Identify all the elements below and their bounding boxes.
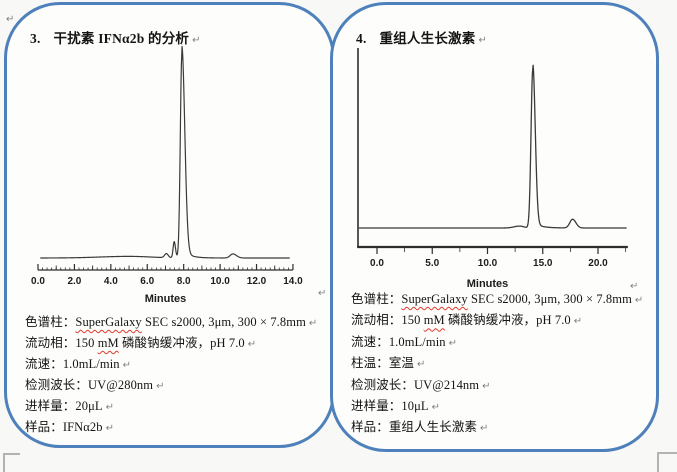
paragraph-mark: ↵ (122, 360, 132, 371)
paragraph-mark: ↵ (480, 423, 489, 435)
spec-value: UV@280nm (88, 378, 154, 392)
svg-text:0.0: 0.0 (370, 258, 384, 269)
spec-value: 1.0mL/min (388, 334, 446, 349)
panel-rhgh: 4. 重组人生长激素 ↵ 0.0 5.0 10.0 15.0 20.0 Minutes ↵ 色… (330, 2, 659, 452)
paragraph-mark: ↵ (308, 318, 318, 329)
spec-line[interactable]: 柱温：室温 ↵ (351, 352, 426, 371)
paragraph-mark: ↵ (192, 35, 201, 46)
svg-text:4.0: 4.0 (104, 276, 118, 287)
spec-value: mM (97, 336, 119, 350)
paragraph-mark: ↵ (247, 339, 257, 350)
spec-label: 检测波长： (351, 377, 415, 392)
paragraph-mark: ↵ (431, 402, 441, 413)
spec-label: 色谱柱： (25, 315, 76, 329)
spec-line[interactable]: 检测波长：UV@280nm ↵ (25, 374, 165, 393)
spec-line[interactable]: 流速：1.0mL/min ↵ (351, 331, 457, 350)
spec-label: 色谱柱： (351, 292, 402, 306)
spec-label: 柱温： (351, 356, 389, 371)
paragraph-mark: ↵ (634, 295, 644, 306)
spec-label: 进样量： (351, 399, 402, 413)
spec-line[interactable]: 流动相：150 mM 磷酸钠缓冲液，pH 7.0 ↵ (351, 309, 582, 328)
spec-list: 色谱柱：SuperGalaxy SEC s2000, 3μm, 300 × 7.… (7, 5, 332, 445)
spec-value: 10μL (401, 399, 429, 413)
spec-value: 重组人生长激素 (388, 420, 478, 435)
spec-label: 流动相： (351, 313, 402, 328)
spec-value: 20μL (75, 399, 103, 413)
section-title: 干扰素 IFNα2b 的分析 (53, 31, 190, 46)
spec-value: SEC s2000, 3μm, 300 × 7.8mm (467, 292, 632, 306)
spec-line[interactable]: 进样量：20μL ↵ (25, 395, 114, 414)
spec-value: SEC s2000, 3μm, 300 × 7.8mm (141, 315, 306, 329)
chromatogram-ifn-alpha-2b[interactable]: 0.0 2.0 4.0 6.0 8.0 10.0 12.0 14.0 Minutes (21, 45, 321, 311)
spec-line[interactable]: 流速：1.0mL/min ↵ (25, 353, 131, 372)
paragraph-mark: ↵ (105, 402, 115, 413)
svg-text:5.0: 5.0 (425, 258, 439, 269)
section-heading[interactable]: 3. 干扰素 IFNα2b 的分析 ↵ (30, 27, 201, 47)
spec-line[interactable]: 流动相：150 mM 磷酸钠缓冲液，pH 7.0 ↵ (25, 332, 256, 351)
svg-text:Minutes: Minutes (145, 293, 187, 305)
spec-label: 流速： (351, 334, 389, 349)
svg-text:20.0: 20.0 (588, 258, 608, 269)
section-number: 3. (30, 31, 41, 46)
spec-label: 流动相： (25, 336, 76, 350)
svg-text:2.0: 2.0 (67, 276, 81, 287)
spec-line[interactable]: 色谱柱：SuperGalaxy SEC s2000, 3μm, 300 × 7.… (351, 288, 643, 307)
panel-ifn-alpha-2b: 3. 干扰素 IFNα2b 的分析 ↵ 0.0 2.0 4.0 6.0 8.0 10.0 12.… (4, 2, 335, 448)
spec-label: 检测波长： (25, 378, 89, 392)
paragraph-mark: ↵ (105, 423, 115, 434)
spec-list: 色谱柱：SuperGalaxy SEC s2000, 3μm, 300 × 7.… (333, 5, 656, 449)
spec-value: 磷酸钠缓冲液，pH 7.0 (444, 313, 571, 328)
paragraph-mark: ↵ (417, 359, 426, 371)
spec-label: 流速： (25, 357, 63, 371)
spec-line[interactable]: 检测波长：UV@214nm ↵ (351, 374, 491, 393)
spec-value: 150 (401, 313, 424, 328)
svg-text:15.0: 15.0 (533, 258, 553, 269)
section-title: 重组人生长激素 (379, 31, 476, 46)
paragraph-mark: ↵ (6, 14, 15, 25)
spec-line[interactable]: 进样量：10μL ↵ (351, 395, 440, 414)
spec-label: 进样量： (25, 399, 76, 413)
paragraph-mark: ↵ (482, 380, 491, 392)
spec-value: IFNα2b (62, 420, 103, 434)
svg-text:8.0: 8.0 (177, 276, 191, 287)
spec-value: mM (423, 313, 445, 328)
adjacent-box-corner (3, 453, 20, 472)
section-heading[interactable]: 4. 重组人生长激素 ↵ (356, 27, 487, 47)
svg-text:6.0: 6.0 (140, 276, 154, 287)
spec-line[interactable]: 样品：IFNα2b ↵ (25, 416, 114, 435)
spec-line[interactable]: 色谱柱：SuperGalaxy SEC s2000, 3μm, 300 × 7.… (25, 311, 317, 330)
spec-value: 150 (75, 336, 98, 350)
chromatogram-rhgh[interactable]: 0.0 5.0 10.0 15.0 20.0 Minutes (349, 45, 651, 297)
spec-label: 样品： (351, 420, 389, 435)
svg-text:12.0: 12.0 (247, 276, 267, 287)
spec-label: 样品： (25, 420, 63, 434)
section-number: 4. (356, 31, 367, 46)
paragraph-mark: ↵ (478, 35, 488, 46)
spec-value: UV@214nm (414, 377, 480, 392)
spec-value: 磷酸钠缓冲液，pH 7.0 (118, 336, 245, 350)
spec-value: SuperGalaxy (75, 315, 142, 329)
spec-value: 1.0mL/min (62, 357, 120, 371)
spec-value: SuperGalaxy (401, 292, 468, 306)
spec-line[interactable]: 样品：重组人生长激素 ↵ (351, 416, 489, 435)
svg-text:14.0: 14.0 (283, 276, 303, 287)
spec-value: 室温 (388, 356, 415, 371)
svg-text:10.0: 10.0 (210, 276, 230, 287)
adjacent-box-corner (657, 452, 677, 472)
svg-text:Minutes: Minutes (467, 278, 509, 290)
svg-text:0.0: 0.0 (31, 276, 45, 287)
paragraph-mark: ↵ (630, 281, 639, 292)
paragraph-mark: ↵ (156, 381, 165, 392)
paragraph-mark: ↵ (448, 337, 458, 349)
svg-text:10.0: 10.0 (478, 258, 498, 269)
paragraph-mark: ↵ (318, 288, 327, 299)
paragraph-mark: ↵ (573, 316, 583, 328)
